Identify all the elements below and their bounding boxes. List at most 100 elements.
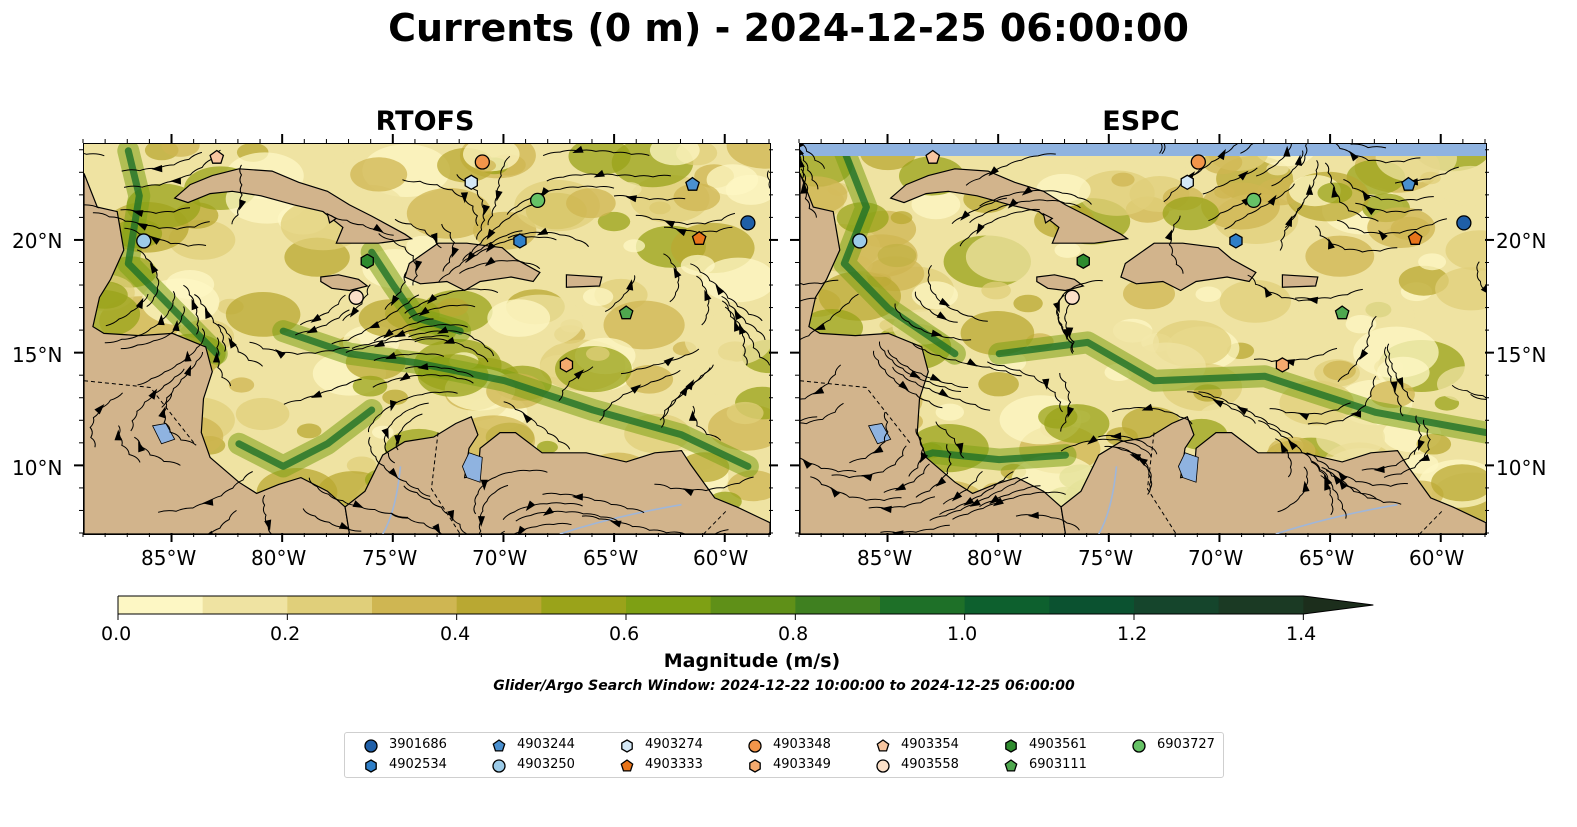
legend-marker-pentagon xyxy=(620,759,634,772)
colorbar-tick-2: 0.4 xyxy=(440,623,471,645)
legend-marker-hexagon xyxy=(1005,739,1017,753)
lat-label-right-10: 10°N xyxy=(1496,456,1547,480)
colorbar xyxy=(117,595,1374,620)
masked-strip xyxy=(800,144,1486,156)
legend-label: 4903348 xyxy=(773,737,831,752)
legend-marker-pentagon xyxy=(876,739,890,752)
lat-label-right-20: 20°N xyxy=(1496,229,1547,253)
float-marker-4903274[interactable] xyxy=(464,174,478,191)
colorbar-tick-3: 0.6 xyxy=(609,623,640,645)
lon-label-right-75: 75°W xyxy=(1078,546,1134,570)
map-canvas-espc xyxy=(800,144,1486,534)
legend-label: 6903727 xyxy=(1157,737,1215,752)
legend-marker-circle xyxy=(1132,739,1146,753)
colorbar-extend-arrow xyxy=(1303,596,1374,614)
map-espc[interactable] xyxy=(799,143,1487,535)
colorbar-segment xyxy=(1049,596,1135,614)
colorbar-segment xyxy=(795,596,881,614)
panel-title-espc: ESPC xyxy=(1102,106,1180,137)
colorbar-segment xyxy=(1134,596,1220,614)
float-marker-6903111[interactable] xyxy=(1334,305,1350,320)
float-marker-4903244[interactable] xyxy=(685,176,700,191)
float-marker-6903111[interactable] xyxy=(618,305,634,320)
legend-marker-circle xyxy=(748,739,762,753)
float-marker-4903244[interactable] xyxy=(1401,176,1416,191)
map-rtofs[interactable] xyxy=(83,143,771,535)
colorbar-segment xyxy=(372,596,458,614)
lon-label-right-65: 65°W xyxy=(1299,546,1355,570)
float-marker-4903349[interactable] xyxy=(559,357,574,373)
float-marker-4903333[interactable] xyxy=(1407,230,1423,245)
float-marker-4903274[interactable] xyxy=(1180,174,1194,191)
lat-label-left-20: 20°N xyxy=(12,229,63,253)
colorbar-segment xyxy=(710,596,796,614)
colorbar-segment xyxy=(287,596,373,614)
map-canvas-rtofs xyxy=(84,144,770,534)
colorbar-tick-1: 0.2 xyxy=(270,623,301,645)
float-marker-6903727[interactable] xyxy=(1245,192,1262,209)
float-marker-4903354[interactable] xyxy=(209,149,225,164)
float-marker-4903349[interactable] xyxy=(1275,357,1290,373)
legend-marker-hexagon xyxy=(621,739,633,753)
float-marker-4903561[interactable] xyxy=(1076,253,1090,269)
float-marker-4902534[interactable] xyxy=(513,233,527,249)
lon-label-right-70: 70°W xyxy=(1188,546,1244,570)
legend-marker-hexagon xyxy=(365,759,377,773)
legend-marker-circle xyxy=(876,759,890,773)
legend-label: 6903111 xyxy=(1029,757,1087,772)
float-marker-4903250[interactable] xyxy=(852,233,868,249)
colorbar-segment xyxy=(1218,596,1304,614)
float-marker-3901686[interactable] xyxy=(740,215,756,231)
colorbar-tick-6: 1.2 xyxy=(1117,623,1148,645)
float-marker-4903348[interactable] xyxy=(1190,154,1206,170)
colorbar-segment xyxy=(964,596,1050,614)
figure-title: Currents (0 m) - 2024-12-25 06:00:00 xyxy=(388,6,1189,50)
lon-label-left-60: 60°W xyxy=(693,546,749,570)
legend-marker-pentagon xyxy=(492,739,506,752)
legend-label: 4903274 xyxy=(645,737,703,752)
legend-label: 4903558 xyxy=(901,757,959,772)
lat-label-left-10: 10°N xyxy=(12,456,63,480)
legend-label: 4903349 xyxy=(773,757,831,772)
colorbar-segment xyxy=(202,596,288,614)
legend-label: 4903561 xyxy=(1029,737,1087,752)
lat-label-right-15: 15°N xyxy=(1496,343,1547,367)
colorbar-tick-4: 0.8 xyxy=(778,623,809,645)
float-markers xyxy=(852,149,1472,373)
colorbar-segment xyxy=(626,596,712,614)
legend-label: 3901686 xyxy=(389,737,447,752)
colorbar-segment xyxy=(118,596,204,614)
float-marker-6903727[interactable] xyxy=(529,192,546,209)
lon-label-left-85: 85°W xyxy=(141,546,197,570)
panel-title-rtofs: RTOFS xyxy=(375,106,475,137)
float-marker-4902534[interactable] xyxy=(1229,233,1243,249)
lon-label-right-85: 85°W xyxy=(857,546,913,570)
float-markers xyxy=(136,149,756,373)
colorbar-tick-5: 1.0 xyxy=(947,623,978,645)
colorbar-segment xyxy=(880,596,966,614)
colorbar-segment xyxy=(541,596,627,614)
float-marker-4903354[interactable] xyxy=(925,149,941,164)
legend-marker-circle xyxy=(492,759,506,773)
lon-label-left-65: 65°W xyxy=(583,546,639,570)
float-legend: 3901686 4902534 4903244 4903250 4903274 49033… xyxy=(344,732,1224,778)
legend-marker-pentagon xyxy=(1004,759,1018,772)
float-marker-3901686[interactable] xyxy=(1456,215,1472,231)
float-marker-4903348[interactable] xyxy=(474,154,490,170)
legend-label: 4903250 xyxy=(517,757,575,772)
float-marker-4903558[interactable] xyxy=(1064,289,1080,305)
float-marker-4903558[interactable] xyxy=(348,289,364,305)
lat-label-left-15: 15°N xyxy=(12,343,63,367)
legend-label: 4903333 xyxy=(645,757,703,772)
land xyxy=(84,168,770,534)
streamlines xyxy=(84,145,770,534)
float-marker-4903561[interactable] xyxy=(360,253,374,269)
colorbar-tick-7: 1.4 xyxy=(1286,623,1317,645)
float-marker-4903333[interactable] xyxy=(691,230,707,245)
lon-label-left-80: 80°W xyxy=(251,546,307,570)
lon-label-right-60: 60°W xyxy=(1409,546,1465,570)
legend-label: 4902534 xyxy=(389,757,447,772)
lon-label-right-80: 80°W xyxy=(967,546,1023,570)
float-marker-4903250[interactable] xyxy=(136,233,152,249)
